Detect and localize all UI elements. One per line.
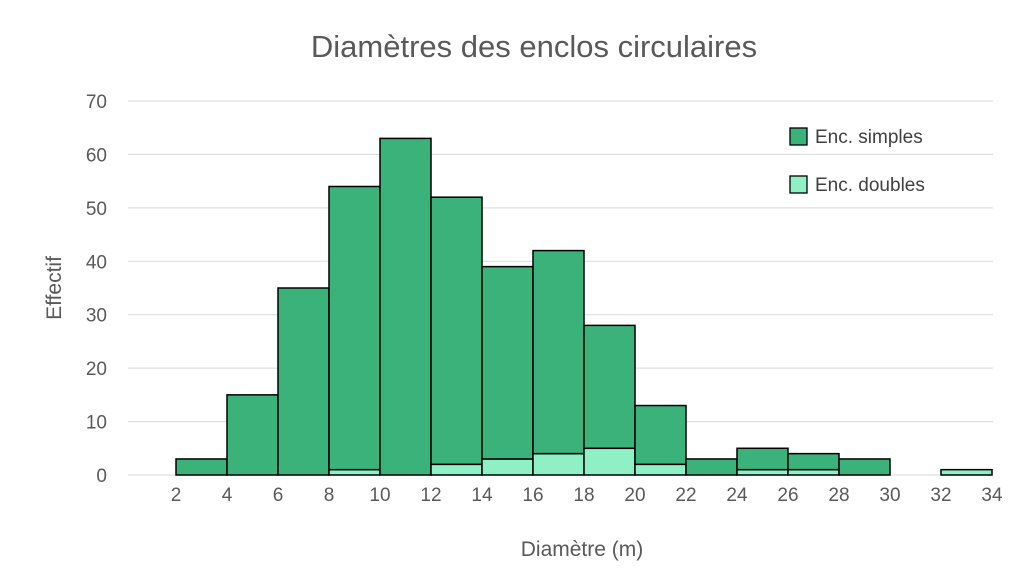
bar-doubles-16-18 — [532, 452, 585, 476]
bar-simples-18-20 — [583, 324, 636, 450]
y-tick-label: 0 — [96, 466, 107, 487]
x-axis-title: Diamètre (m) — [521, 538, 644, 561]
x-tick-label: 34 — [981, 485, 1003, 506]
y-tick-label: 70 — [86, 92, 107, 113]
x-tick-label: 16 — [522, 485, 543, 506]
legend-label: Enc. simples — [815, 127, 923, 148]
bar-doubles-24-26 — [736, 468, 789, 476]
legend-swatch — [789, 127, 808, 146]
bar-doubles-32-34 — [940, 468, 993, 476]
bar-simples-22-24 — [685, 458, 738, 476]
y-tick-label: 30 — [86, 306, 107, 327]
bar-simples-6-8 — [277, 287, 330, 476]
bar-simples-8-10 — [328, 185, 381, 471]
x-tick-label: 24 — [726, 485, 748, 506]
x-tick-labels: 2 4 6 8 10 12 14 16 18 20 22 24 26 28 30 32 34 — [171, 485, 1003, 506]
x-tick-label: 14 — [471, 485, 493, 506]
x-tick-label: 12 — [420, 485, 441, 506]
bar-doubles-20-22 — [634, 463, 687, 476]
y-tick-label: 10 — [86, 413, 107, 434]
legend-swatch — [789, 175, 808, 194]
bar-doubles-26-28 — [787, 468, 840, 476]
bar-simples-24-26 — [736, 447, 789, 471]
x-tick-label: 10 — [369, 485, 390, 506]
x-tick-label: 2 — [171, 485, 182, 506]
bar-simples-14-16 — [481, 265, 534, 460]
bar-simples-12-14 — [430, 196, 483, 466]
bar-simples-26-28 — [787, 452, 840, 471]
y-tick-label: 20 — [86, 359, 107, 380]
x-tick-label: 4 — [222, 485, 233, 506]
bar-simples-4-6 — [226, 394, 279, 476]
bar-doubles-12-14 — [430, 463, 483, 476]
bar-simples-28-30 — [838, 458, 891, 476]
bar-doubles-14-16 — [481, 458, 534, 476]
bar-doubles-18-20 — [583, 447, 636, 476]
y-tick-labels: 0 10 20 30 40 50 60 70 — [86, 92, 107, 487]
chart-title: Diamètres des enclos circulaires — [311, 29, 757, 64]
x-tick-label: 20 — [624, 485, 645, 506]
bar-simples-10-12 — [379, 137, 432, 476]
bars — [175, 137, 993, 476]
x-tick-label: 26 — [777, 485, 798, 506]
x-tick-label: 28 — [828, 485, 849, 506]
y-tick-label: 50 — [86, 199, 107, 220]
y-axis-title: Effectif — [43, 256, 66, 320]
bar-simples-20-22 — [634, 404, 687, 466]
x-tick-label: 18 — [573, 485, 594, 506]
x-tick-label: 32 — [930, 485, 951, 506]
y-tick-label: 40 — [86, 252, 107, 273]
x-tick-label: 6 — [273, 485, 284, 506]
legend: Enc. simples Enc. doubles — [789, 127, 925, 196]
x-tick-label: 8 — [324, 485, 335, 506]
bar-simples-16-18 — [532, 249, 585, 455]
bar-simples-2-4 — [175, 458, 228, 476]
bar-doubles-8-10 — [328, 468, 381, 476]
legend-label: Enc. doubles — [815, 175, 925, 196]
x-tick-label: 22 — [675, 485, 696, 506]
x-tick-label: 30 — [879, 485, 900, 506]
y-tick-label: 60 — [86, 145, 107, 166]
